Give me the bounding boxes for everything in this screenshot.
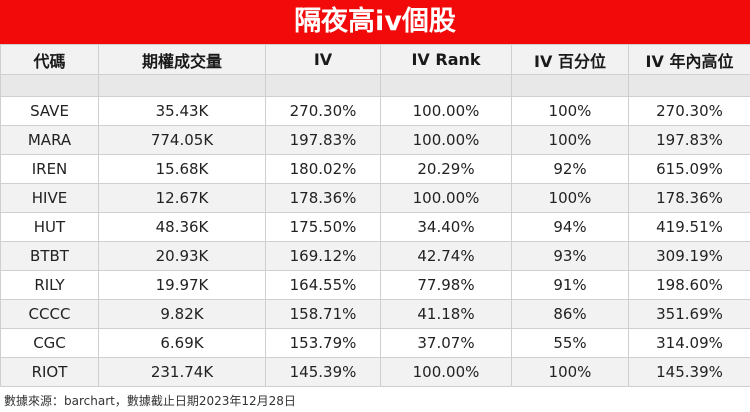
iv-table: 代碼 期權成交量 IV IV Rank IV 百分位 IV 年內高位 SAVE 3… [0, 44, 750, 387]
cell-iv: 158.71% [265, 299, 381, 329]
cell-iv: 178.36% [265, 183, 381, 213]
spacer-cell [380, 74, 512, 97]
spacer-cell [511, 74, 629, 97]
cell-iv-percentile: 100% [511, 125, 629, 155]
cell-iv-year-high: 351.69% [628, 299, 750, 329]
cell-iv-rank: 100.00% [380, 183, 512, 213]
cell-iv-year-high: 419.51% [628, 212, 750, 242]
cell-iv: 197.83% [265, 125, 381, 155]
header-ticker: 代碼 [0, 44, 99, 75]
cell-option-volume: 35.43K [98, 96, 266, 126]
cell-option-volume: 231.74K [98, 357, 266, 387]
cell-iv-rank: 100.00% [380, 357, 512, 387]
spacer-row [0, 74, 750, 97]
cell-ticker: CCCC [0, 299, 99, 329]
header-iv-rank: IV Rank [380, 44, 512, 75]
cell-option-volume: 6.69K [98, 328, 266, 358]
spacer-cell [98, 74, 266, 97]
cell-ticker: SAVE [0, 96, 99, 126]
cell-option-volume: 12.67K [98, 183, 266, 213]
spacer-cell [265, 74, 381, 97]
table-row: RIOT 231.74K 145.39% 100.00% 100% 145.39% [0, 357, 750, 387]
table-row: HUT 48.36K 175.50% 34.40% 94% 419.51% [0, 212, 750, 242]
cell-ticker: RIOT [0, 357, 99, 387]
cell-iv-percentile: 93% [511, 241, 629, 271]
cell-iv-year-high: 198.60% [628, 270, 750, 300]
cell-iv-rank: 41.18% [380, 299, 512, 329]
cell-iv-rank: 34.40% [380, 212, 512, 242]
table-row: BTBT 20.93K 169.12% 42.74% 93% 309.19% [0, 241, 750, 271]
spacer-cell [0, 74, 99, 97]
spacer-cell [628, 74, 750, 97]
table-row: HIVE 12.67K 178.36% 100.00% 100% 178.36% [0, 183, 750, 213]
cell-ticker: IREN [0, 154, 99, 184]
header-option-volume: 期權成交量 [98, 44, 266, 75]
table-row: CCCC 9.82K 158.71% 41.18% 86% 351.69% [0, 299, 750, 329]
cell-ticker: RILY [0, 270, 99, 300]
header-iv-percentile: IV 百分位 [511, 44, 629, 75]
cell-iv-rank: 77.98% [380, 270, 512, 300]
cell-option-volume: 15.68K [98, 154, 266, 184]
cell-iv-percentile: 91% [511, 270, 629, 300]
cell-ticker: HUT [0, 212, 99, 242]
cell-iv-percentile: 100% [511, 183, 629, 213]
table-row: CGC 6.69K 153.79% 37.07% 55% 314.09% [0, 328, 750, 358]
cell-ticker: MARA [0, 125, 99, 155]
header-iv: IV [265, 44, 381, 75]
cell-iv-rank: 100.00% [380, 96, 512, 126]
cell-iv-year-high: 309.19% [628, 241, 750, 271]
cell-iv-percentile: 55% [511, 328, 629, 358]
table-row: SAVE 35.43K 270.30% 100.00% 100% 270.30% [0, 96, 750, 126]
cell-option-volume: 48.36K [98, 212, 266, 242]
table-header-row: 代碼 期權成交量 IV IV Rank IV 百分位 IV 年內高位 [0, 44, 750, 75]
cell-iv: 180.02% [265, 154, 381, 184]
cell-ticker: CGC [0, 328, 99, 358]
cell-iv: 145.39% [265, 357, 381, 387]
cell-iv: 169.12% [265, 241, 381, 271]
cell-iv-percentile: 100% [511, 357, 629, 387]
header-iv-year-high: IV 年內高位 [628, 44, 750, 75]
cell-ticker: BTBT [0, 241, 99, 271]
cell-iv-percentile: 94% [511, 212, 629, 242]
cell-iv: 153.79% [265, 328, 381, 358]
cell-iv-year-high: 145.39% [628, 357, 750, 387]
cell-ticker: HIVE [0, 183, 99, 213]
table-row: RILY 19.97K 164.55% 77.98% 91% 198.60% [0, 270, 750, 300]
cell-iv: 175.50% [265, 212, 381, 242]
table-row: IREN 15.68K 180.02% 20.29% 92% 615.09% [0, 154, 750, 184]
cell-iv-year-high: 314.09% [628, 328, 750, 358]
cell-option-volume: 9.82K [98, 299, 266, 329]
cell-iv-rank: 100.00% [380, 125, 512, 155]
cell-option-volume: 20.93K [98, 241, 266, 271]
cell-iv-year-high: 270.30% [628, 96, 750, 126]
cell-option-volume: 774.05K [98, 125, 266, 155]
page-title: 隔夜高iv個股 [0, 0, 750, 44]
cell-iv: 164.55% [265, 270, 381, 300]
cell-iv: 270.30% [265, 96, 381, 126]
cell-iv-year-high: 197.83% [628, 125, 750, 155]
table-row: MARA 774.05K 197.83% 100.00% 100% 197.83% [0, 125, 750, 155]
source-footnote: 數據來源：barchart，數據截止日期2023年12月28日 [4, 394, 296, 408]
cell-iv-percentile: 100% [511, 96, 629, 126]
cell-iv-rank: 37.07% [380, 328, 512, 358]
cell-iv-rank: 20.29% [380, 154, 512, 184]
cell-option-volume: 19.97K [98, 270, 266, 300]
cell-iv-year-high: 178.36% [628, 183, 750, 213]
cell-iv-percentile: 92% [511, 154, 629, 184]
cell-iv-year-high: 615.09% [628, 154, 750, 184]
cell-iv-percentile: 86% [511, 299, 629, 329]
cell-iv-rank: 42.74% [380, 241, 512, 271]
